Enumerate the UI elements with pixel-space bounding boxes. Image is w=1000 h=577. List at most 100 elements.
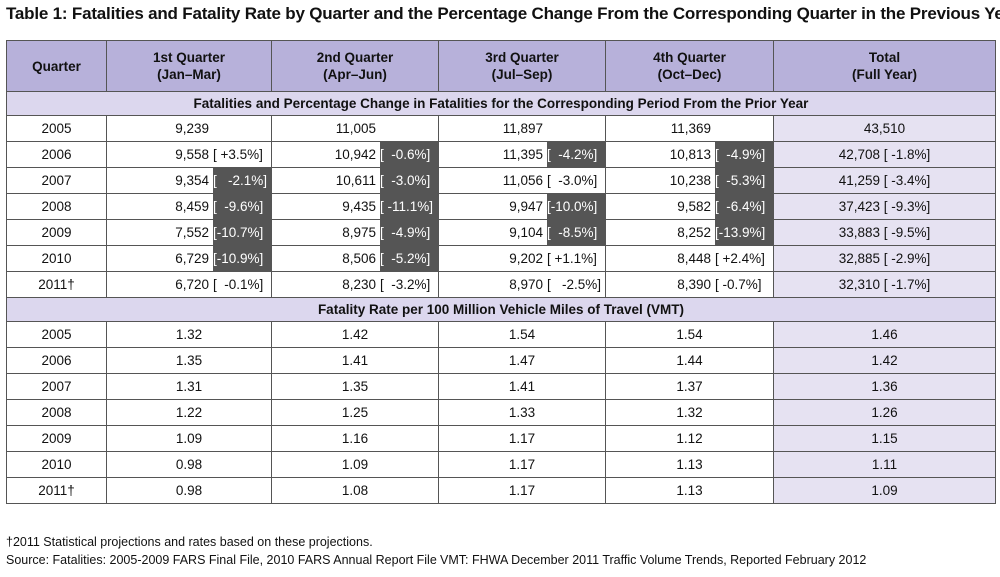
rate-cell: 1.09	[271, 451, 439, 478]
percent-change: [ +2.4%]	[715, 251, 765, 266]
year-cell: 2009	[6, 425, 107, 452]
percent-change: [ -4.9%]	[715, 142, 773, 167]
percent-change: [ -0.1%]	[213, 277, 264, 292]
fatality-count: 11,897	[502, 121, 543, 136]
year-cell: 2011†	[6, 477, 107, 504]
table-row: 2009 7,552 [-10.7%] 8,975 [ -4.9%] 9,104 [ -8.…	[6, 219, 996, 246]
fatality-cell: 7,552 [-10.7%]	[106, 219, 272, 246]
percent-change	[547, 116, 605, 141]
section-header-rates: Fatality Rate per 100 Million Vehicle Mi…	[6, 297, 996, 322]
percent-change: [-10.9%]	[213, 246, 271, 271]
table-row: 2005 9,239 11,005 11,897 11,369 43,510	[6, 115, 996, 142]
rate-cell: 1.25	[271, 399, 439, 426]
year-cell: 2006	[6, 347, 107, 374]
column-header-line1: 4th Quarter	[653, 50, 726, 65]
percent-change	[715, 116, 773, 141]
percent-change: [ -3.0%]	[380, 168, 438, 193]
rate-cell: 1.13	[605, 477, 774, 504]
fatality-count: 7,552	[175, 225, 209, 240]
fatality-cell: 10,942 [ -0.6%]	[271, 141, 439, 168]
fatality-count: 8,970	[509, 277, 543, 292]
total-rate-cell: 1.46	[773, 321, 996, 348]
rate-cell: 1.41	[438, 373, 606, 400]
fatality-cell: 10,238 [ -5.3%]	[605, 167, 774, 194]
table-row: 2008 1.22 1.25 1.33 1.32 1.26	[6, 399, 996, 426]
table-row: 2007 1.31 1.35 1.41 1.37 1.36	[6, 373, 996, 400]
fatality-count: 11,369	[670, 121, 711, 136]
column-header: 1st Quarter (Jan–Mar)	[106, 40, 272, 92]
section-header-rates-label: Fatality Rate per 100 Million Vehicle Mi…	[6, 297, 996, 322]
rate-cell: 1.12	[605, 425, 774, 452]
fatality-count: 9,947	[509, 199, 543, 214]
percent-change: [ -2.1%]	[213, 168, 271, 193]
fatality-cell: 8,506 [ -5.2%]	[271, 245, 439, 272]
rate-cell: 1.32	[106, 321, 272, 348]
column-header-line2: (Apr–Jun)	[323, 67, 387, 82]
fatality-count: 10,611	[335, 173, 376, 188]
year-cell: 2008	[6, 399, 107, 426]
rate-cell: 1.42	[271, 321, 439, 348]
fatality-cell: 8,230 [ -3.2%]	[271, 271, 439, 298]
table-row: 2007 9,354 [ -2.1%] 10,611 [ -3.0%] 11,056 [ -…	[6, 167, 996, 194]
fatality-count: 11,005	[335, 121, 376, 136]
percent-change	[213, 116, 271, 141]
total-rate-cell: 1.36	[773, 373, 996, 400]
total-rate-cell: 1.09	[773, 477, 996, 504]
year-cell: 2007	[6, 373, 107, 400]
fatality-cell: 11,395 [ -4.2%]	[438, 141, 606, 168]
fatality-count: 9,239	[175, 121, 209, 136]
column-header-line1: 1st Quarter	[152, 50, 226, 65]
percent-change: [ -5.2%]	[380, 246, 438, 271]
total-cell: 33,883 [ -9.5%]	[773, 219, 996, 246]
fatality-cell: 11,005	[271, 115, 439, 142]
total-cell: 37,423 [ -9.3%]	[773, 193, 996, 220]
header-row: Quarter 1st Quarter (Jan–Mar) 2nd Quarter (A…	[6, 40, 996, 92]
rate-cell: 1.33	[438, 399, 606, 426]
year-cell: 2007	[6, 167, 107, 194]
percent-change: [ -4.2%]	[547, 142, 605, 167]
fatality-count: 11,056	[502, 173, 543, 188]
column-header-line2: (Jul–Sep)	[491, 67, 553, 82]
fatality-cell: 8,975 [ -4.9%]	[271, 219, 439, 246]
rate-cell: 1.32	[605, 399, 774, 426]
fatality-count: 8,252	[677, 225, 711, 240]
year-cell: 2011†	[6, 271, 107, 298]
total-cell: 32,310 [ -1.7%]	[773, 271, 996, 298]
total-cell: 41,259 [ -3.4%]	[773, 167, 996, 194]
year-cell: 2005	[6, 115, 107, 142]
total-cell: 42,708 [ -1.8%]	[773, 141, 996, 168]
source-right: VMT: FHWA December 2011 Traffic Volume T…	[440, 553, 867, 567]
fatality-cell: 10,611 [ -3.0%]	[271, 167, 439, 194]
fatality-cell: 9,354 [ -2.1%]	[106, 167, 272, 194]
column-header-line1: Quarter	[32, 58, 81, 74]
rate-cell: 1.37	[605, 373, 774, 400]
year-cell: 2005	[6, 321, 107, 348]
percent-change: [ +1.1%]	[547, 251, 597, 266]
table-row: 2010 6,729 [-10.9%] 8,506 [ -5.2%] 9,202 [ +1.…	[6, 245, 996, 272]
fatality-cell: 8,448 [ +2.4%]	[605, 245, 774, 272]
rate-cell: 0.98	[106, 477, 272, 504]
fatality-cell: 9,947 [-10.0%]	[438, 193, 606, 220]
rate-cell: 0.98	[106, 451, 272, 478]
percent-change: [ -5.3%]	[715, 168, 773, 193]
fatality-count: 11,395	[502, 147, 543, 162]
total-cell: 32,885 [ -2.9%]	[773, 245, 996, 272]
column-header-line1: 2nd Quarter	[316, 50, 394, 65]
rate-cell: 1.31	[106, 373, 272, 400]
percent-change: [ -11.1%]	[380, 194, 438, 219]
fatality-count: 10,813	[669, 147, 711, 162]
fatality-cell: 10,813 [ -4.9%]	[605, 141, 774, 168]
section-header-fatalities: Fatalities and Percentage Change in Fata…	[6, 91, 996, 116]
column-header: Total (Full Year)	[773, 40, 996, 92]
year-cell: 2006	[6, 141, 107, 168]
rate-cell: 1.16	[271, 425, 439, 452]
fatality-cell: 11,897	[438, 115, 606, 142]
section-header-fatalities-label: Fatalities and Percentage Change in Fata…	[6, 91, 996, 116]
table-title: Table 1: Fatalities and Fatality Rate by…	[6, 4, 1000, 23]
column-header-line2: (Full Year)	[851, 67, 918, 82]
table-row: 2009 1.09 1.16 1.17 1.12 1.15	[6, 425, 996, 452]
percent-change: [ -8.5%]	[547, 220, 605, 245]
percent-change: [-10.0%]	[547, 194, 605, 219]
fatality-count: 10,238	[669, 173, 711, 188]
fatality-count: 9,354	[175, 173, 209, 188]
